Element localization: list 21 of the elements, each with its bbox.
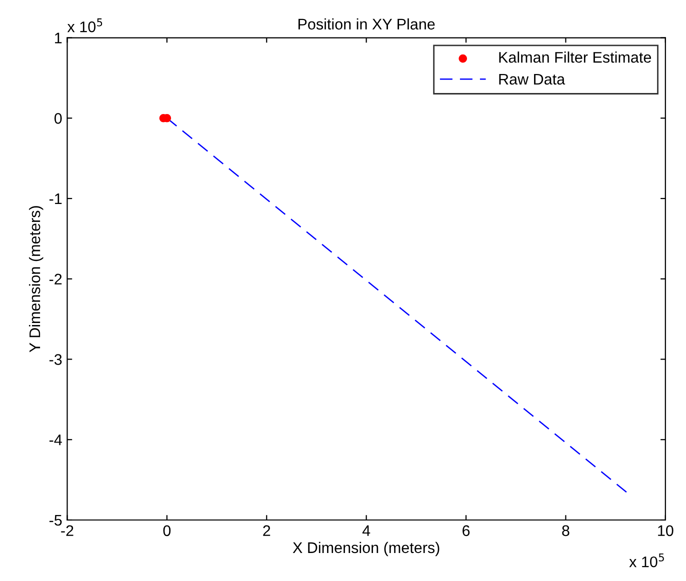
y-tick-label: -5	[49, 515, 62, 526]
x-tick-label: 2	[263, 525, 270, 536]
x-tick-label: 8	[562, 525, 570, 536]
text: x 10$^{5}$	[67, 18, 102, 32]
chart-title: Position in XY Plane	[298, 18, 435, 30]
text: x 10$^{5}$	[629, 553, 664, 568]
y-tick-label: -3	[49, 354, 62, 365]
y-tick-label: -2	[49, 274, 62, 284]
y-axis-title: Y Dimension (meters)	[28, 206, 44, 352]
legend-label: Raw Data	[499, 74, 566, 85]
x-axis-title: X Dimension (meters)	[292, 542, 440, 556]
y-tick-label: -4	[49, 434, 62, 446]
y-tick-label: -1	[49, 194, 62, 204]
x-tick-label: 0	[163, 525, 171, 536]
y-tick-label: 0	[54, 113, 62, 124]
x-tick-label: 4	[362, 525, 370, 536]
x-tick-label: 10	[658, 525, 674, 536]
x-tick-label: 6	[462, 525, 470, 536]
x-tick-label: -2	[61, 525, 74, 536]
y-tick-label: 1	[55, 32, 62, 44]
legend-label: Kalman Filter Estimate	[499, 52, 651, 63]
